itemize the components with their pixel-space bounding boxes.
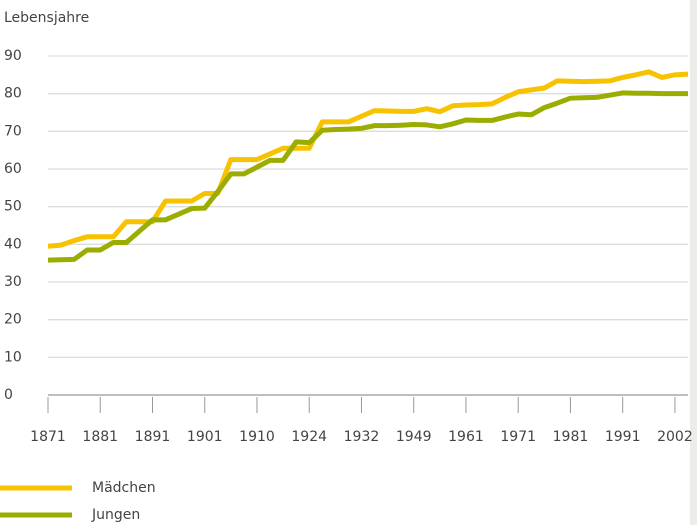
x-tick-label: 1910 — [239, 429, 275, 445]
x-tick-label: 1971 — [500, 429, 536, 445]
line — [47, 90, 688, 263]
legend-label: Mädchen — [92, 480, 156, 496]
y-tick-label: 70 — [4, 123, 22, 139]
x-tick-label: 1871 — [30, 429, 66, 445]
x-tick-label: 1981 — [553, 429, 589, 445]
y-axis-label: Lebensjahre — [4, 10, 89, 26]
x-tick-label: 1932 — [344, 429, 380, 445]
x-tick-label: 1881 — [82, 429, 118, 445]
x-tick-label: 1961 — [448, 429, 484, 445]
x-tick-label: 1991 — [605, 429, 641, 445]
y-tick-label: 40 — [4, 236, 22, 252]
y-tick-label: 60 — [4, 161, 22, 177]
y-tick-label: 10 — [4, 349, 22, 365]
x-tick-label: 1924 — [291, 429, 327, 445]
y-tick-label: 20 — [4, 312, 22, 328]
y-tick-label: 80 — [4, 86, 22, 102]
y-tick-label: 30 — [4, 274, 22, 290]
x-tick-label: 1901 — [187, 429, 223, 445]
legend-label: Jungen — [91, 507, 140, 523]
side-strip — [690, 0, 697, 525]
x-tick-label: 2002 — [657, 429, 693, 445]
y-tick-label: 90 — [4, 48, 22, 64]
y-tick-label: 50 — [4, 199, 22, 215]
y-tick-label: 0 — [4, 387, 13, 403]
x-tick-label: 1891 — [135, 429, 171, 445]
x-tick-label: 1949 — [396, 429, 432, 445]
